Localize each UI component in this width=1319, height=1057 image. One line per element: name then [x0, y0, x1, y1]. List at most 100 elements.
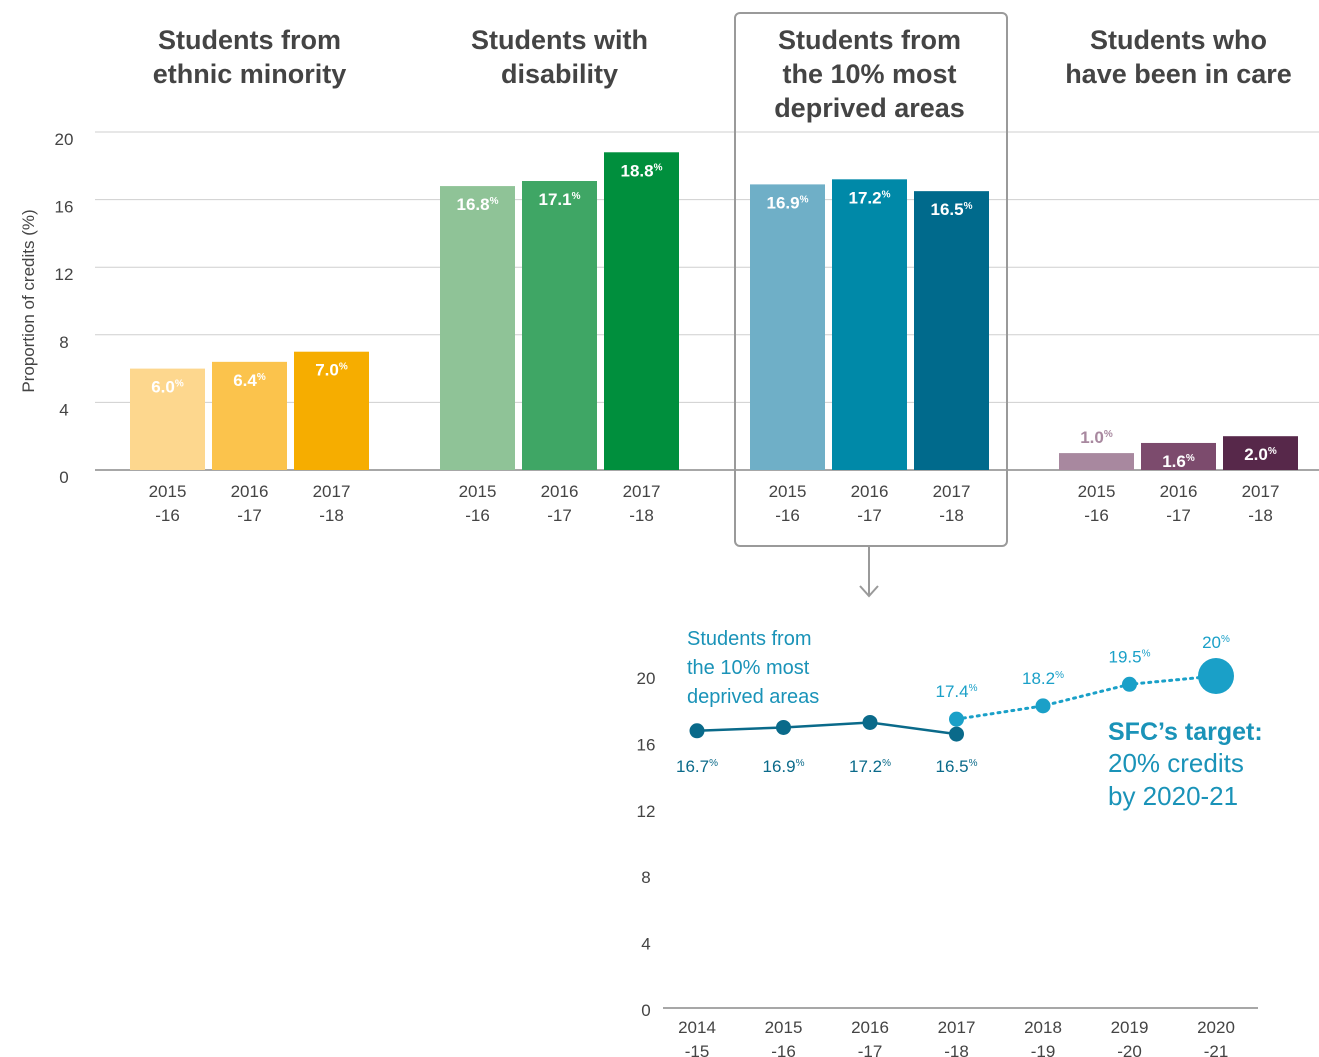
bar-x-tick-label: -16 [1084, 506, 1109, 525]
group-title-line: Students who [1090, 25, 1267, 55]
target-annotation-line: 20% credits [1108, 748, 1244, 778]
bar-y-tick-label: 16 [55, 198, 74, 217]
bar-value-label-value: 17.1 [539, 190, 572, 209]
group-title-line: Students with [471, 25, 648, 55]
bar-value-label: 1.6% [1162, 452, 1195, 471]
bar [750, 184, 825, 470]
line-point-label-value: 18.2 [1022, 669, 1055, 688]
bar-value-label-value: 1.6 [1162, 452, 1186, 471]
bar-value-label: 2.0% [1244, 445, 1277, 464]
bar-x-tick-label: -16 [465, 506, 490, 525]
bar-x-tick-label: 2017 [623, 482, 661, 501]
line-point [1122, 676, 1137, 692]
group-title-line: have been in care [1065, 59, 1292, 89]
line-x-tick-label: -17 [858, 1042, 883, 1057]
bar-value-label-value: 16.8 [457, 195, 490, 214]
bar-value-label-value: 16.9 [767, 193, 800, 212]
line-point-label-value: 19.5 [1109, 647, 1142, 666]
line-x-tick-label: -20 [1117, 1042, 1142, 1057]
line-point-label: 19.5% [1109, 647, 1151, 666]
bar-y-tick-label: 12 [55, 265, 74, 284]
line-point-label-percent-sign: % [1142, 648, 1151, 659]
group-title-line: the 10% most [782, 59, 956, 89]
line-point-label-percent-sign: % [1221, 634, 1230, 645]
line-x-tick-label: 2017 [938, 1018, 976, 1037]
line-x-tick-label: 2020 [1197, 1018, 1235, 1037]
line-y-tick-label: 0 [641, 1001, 650, 1020]
bar-x-tick-label: -18 [939, 506, 964, 525]
line-y-tick-label: 4 [641, 935, 650, 954]
bar-x-tick-label: -18 [629, 506, 654, 525]
bar-value-label-percent-sign: % [1104, 429, 1113, 440]
bar-x-tick-label: 2017 [933, 482, 971, 501]
bar-x-tick-label: -17 [857, 506, 882, 525]
group-title-line: Students from [778, 25, 961, 55]
group-title-line: deprived areas [774, 93, 965, 123]
line-y-tick-label: 8 [641, 868, 650, 887]
line-point-label-percent-sign: % [969, 683, 978, 694]
line-point-label-percent-sign: % [969, 758, 978, 769]
line-x-tick-label: -16 [771, 1042, 796, 1057]
line-point-label: 16.9% [763, 757, 805, 776]
bar [604, 152, 679, 470]
bar-value-label-percent-sign: % [490, 196, 499, 207]
bar-value-label-percent-sign: % [572, 191, 581, 202]
bar-value-label-percent-sign: % [1186, 453, 1195, 464]
bar-x-tick-label: 2015 [1078, 482, 1116, 501]
bar-x-tick-label: -17 [237, 506, 262, 525]
bar-value-label-value: 16.5 [931, 200, 964, 219]
line-x-tick-label: 2015 [765, 1018, 803, 1037]
line-x-tick-label: -18 [944, 1042, 969, 1057]
bar-x-tick-label: 2017 [1242, 482, 1280, 501]
bar [294, 351, 369, 470]
bar-value-label-percent-sign: % [257, 372, 266, 383]
bar-y-tick-label: 8 [59, 333, 68, 352]
bar [1141, 442, 1216, 470]
bar-value-label-value: 7.0 [315, 361, 339, 380]
line-x-tick-label: 2019 [1111, 1018, 1149, 1037]
line-y-tick-label: 20 [637, 669, 656, 688]
bar-value-label: 16.5% [931, 200, 973, 219]
bar-value-label: 1.0% [1080, 428, 1113, 447]
bar-value-label: 16.8% [457, 195, 499, 214]
line-x-tick-label: 2014 [678, 1018, 716, 1037]
bar-value-label: 6.0% [151, 378, 184, 397]
line-series-label: deprived areas [687, 686, 819, 708]
line-point-label-value: 16.7 [676, 757, 709, 776]
line-x-tick-label: 2016 [851, 1018, 889, 1037]
actual-trend-line [696, 721, 957, 736]
line-point [949, 726, 964, 742]
line-point-label-value: 17.2 [849, 757, 882, 776]
bar-value-label-value: 6.0 [151, 378, 175, 397]
line-point-label: 16.5% [936, 757, 978, 776]
bar-y-tick-label: 20 [55, 130, 74, 149]
bar-value-label-percent-sign: % [964, 201, 973, 212]
bar-x-tick-label: -17 [547, 506, 572, 525]
bar-value-label-percent-sign: % [800, 194, 809, 205]
line-point-label-percent-sign: % [1055, 670, 1064, 681]
bar [832, 179, 907, 470]
line-point [689, 723, 705, 739]
group-title-line: Students from [158, 25, 341, 55]
bar-x-tick-label: -18 [319, 506, 344, 525]
line-x-tick-label: 2018 [1024, 1018, 1062, 1037]
line-point-label: 17.4% [936, 682, 978, 701]
bar-value-label: 18.8% [621, 161, 663, 180]
bar [522, 181, 597, 470]
bar-x-tick-label: 2016 [231, 482, 269, 501]
line-point-label-percent-sign: % [882, 758, 891, 769]
bar-value-label: 17.1% [539, 190, 581, 209]
bar [1223, 436, 1298, 470]
bar-x-tick-label: 2016 [541, 482, 579, 501]
target-trend-line [955, 674, 1218, 721]
line-point-label: 18.2% [1022, 669, 1064, 688]
line-point [776, 719, 791, 735]
line-point-label: 17.2% [849, 757, 891, 776]
bar-x-tick-label: 2015 [459, 482, 497, 501]
bar-y-tick-label: 0 [59, 468, 68, 487]
line-y-tick-label: 12 [637, 802, 656, 821]
bar [212, 361, 287, 470]
target-annotation-line: by 2020-21 [1108, 781, 1238, 811]
line-point-label-percent-sign: % [709, 758, 718, 769]
bar-value-label-value: 6.4 [233, 371, 257, 390]
